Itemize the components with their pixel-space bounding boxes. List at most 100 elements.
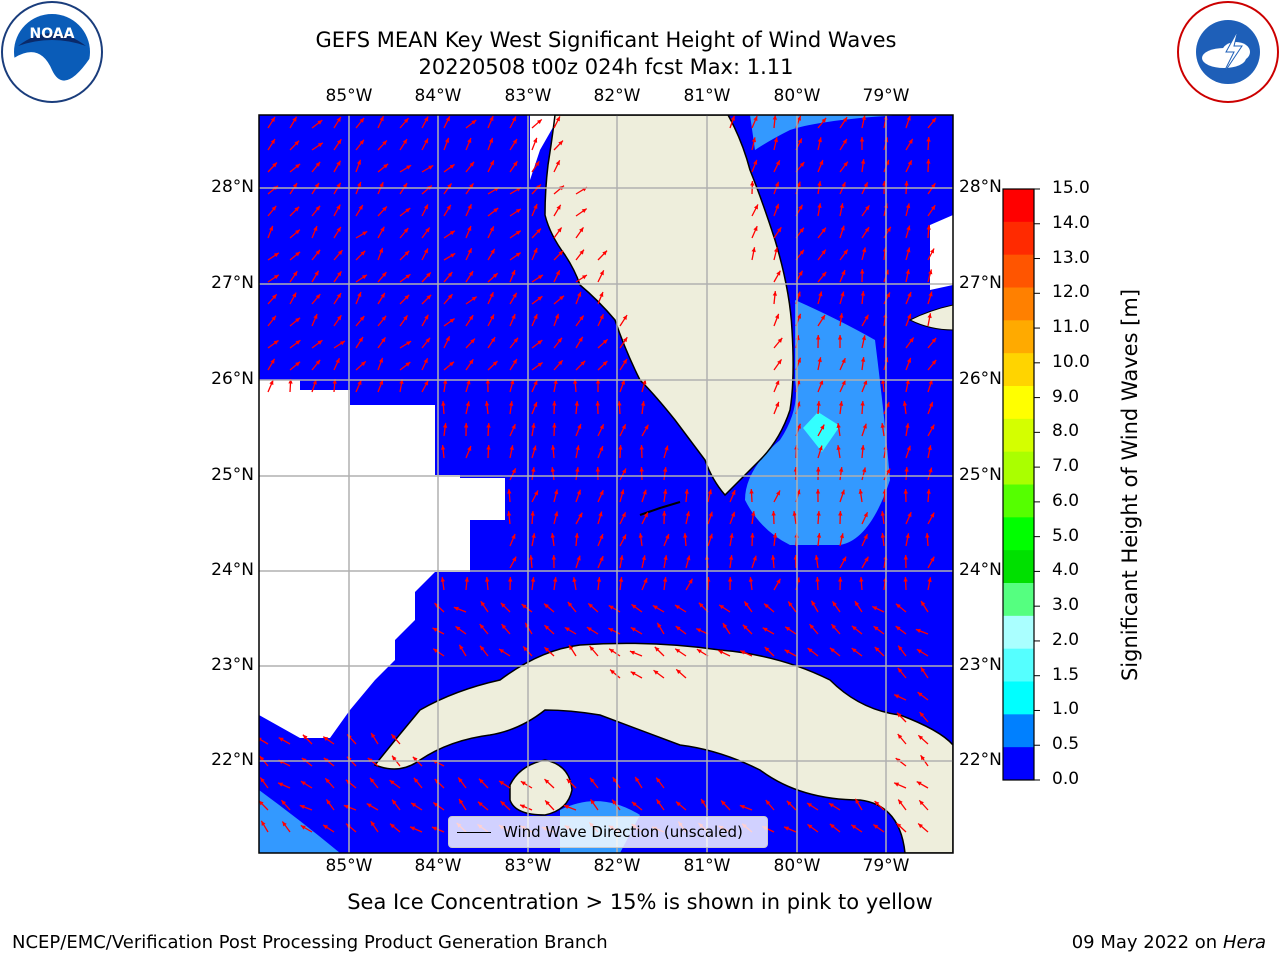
lat-tick-label: 27°N xyxy=(959,273,1002,293)
wave-arrow xyxy=(927,248,935,261)
wave-arrow xyxy=(619,314,628,327)
wave-arrow xyxy=(904,466,909,481)
wave-arrow xyxy=(920,666,929,679)
wave-arrow xyxy=(530,510,535,525)
wave-arrow xyxy=(641,489,647,503)
wave-arrow xyxy=(595,466,601,481)
wave-arrow xyxy=(453,606,467,613)
wave-arrow xyxy=(916,780,929,789)
wave-arrow xyxy=(575,315,585,327)
wave-arrow xyxy=(440,445,446,459)
wave-arrow xyxy=(816,533,822,547)
wave-arrow xyxy=(896,822,907,833)
wave-arrow xyxy=(531,137,538,151)
wave-arrow xyxy=(839,116,848,129)
wave-arrow xyxy=(917,691,929,701)
wave-arrow xyxy=(322,736,335,745)
wave-arrow xyxy=(509,358,518,371)
wave-arrow xyxy=(829,823,841,833)
wave-arrow xyxy=(355,274,368,283)
wave-arrow xyxy=(595,378,601,393)
chart-title: GEFS MEAN Key West Significant Height of… xyxy=(315,28,897,52)
wave-arrow xyxy=(727,576,733,591)
wave-arrow xyxy=(838,467,844,481)
wave-arrow xyxy=(817,227,827,239)
wave-arrow xyxy=(861,556,869,569)
wave-arrow xyxy=(457,777,467,789)
wave-arrow xyxy=(883,226,892,239)
wave-arrow xyxy=(311,161,321,173)
lat-tick-label: 22°N xyxy=(211,750,254,770)
wave-arrow xyxy=(589,777,599,789)
lat-tick-label: 23°N xyxy=(211,655,254,675)
wave-arrow xyxy=(652,604,665,613)
wave-arrow xyxy=(443,379,448,393)
wave-arrow xyxy=(684,488,689,503)
wave-arrow xyxy=(836,445,841,459)
wave-arrow xyxy=(553,337,563,349)
wave-arrow xyxy=(421,227,431,239)
wave-arrow xyxy=(299,804,313,811)
wave-arrow xyxy=(421,116,429,129)
wave-arrow xyxy=(641,577,648,591)
lon-tick-label: 79°W xyxy=(862,86,910,106)
wave-arrow xyxy=(289,270,298,283)
wave-arrow xyxy=(553,313,560,327)
wave-arrow xyxy=(751,159,758,173)
wave-arrow xyxy=(854,798,863,811)
colorbar-segment xyxy=(1003,583,1034,617)
wave-arrow xyxy=(575,423,582,437)
wave-arrow xyxy=(531,295,543,305)
wave-arrow xyxy=(563,804,577,811)
wave-arrow xyxy=(707,489,713,503)
wave-arrow xyxy=(311,119,323,129)
colorbar-frame xyxy=(1002,188,1035,781)
wave-arrow xyxy=(916,648,929,657)
wave-arrow xyxy=(531,533,536,547)
wave-arrow xyxy=(839,533,844,547)
wave-arrow xyxy=(551,554,557,569)
wave-arrow xyxy=(638,533,644,547)
wave-arrow xyxy=(675,801,687,811)
wave-arrow xyxy=(552,422,557,437)
colorbar-segment xyxy=(1003,451,1034,485)
wave-arrow xyxy=(506,511,512,525)
wave-arrow xyxy=(631,603,643,613)
wave-arrow xyxy=(675,668,687,679)
wave-arrow xyxy=(696,648,709,657)
wave-arrow xyxy=(322,824,335,833)
wave-arrow xyxy=(631,801,643,811)
wave-arrow xyxy=(465,445,472,459)
wave-arrow xyxy=(595,400,600,415)
footer-date: 09 May 2022 on Hera xyxy=(1072,932,1266,953)
wave-arrow xyxy=(831,623,841,635)
wave-arrow xyxy=(465,270,474,283)
wave-arrow xyxy=(927,424,935,437)
wave-arrow xyxy=(311,359,321,371)
wave-arrow xyxy=(751,511,756,525)
wave-arrow xyxy=(817,424,825,437)
wave-arrow xyxy=(543,646,555,657)
wave-arrow xyxy=(773,313,780,327)
wave-arrow xyxy=(828,802,841,811)
wave-arrow xyxy=(619,468,627,481)
wave-arrow xyxy=(575,291,582,305)
wave-arrow xyxy=(567,601,577,613)
wave-arrow xyxy=(508,576,513,591)
wave-arrow xyxy=(611,799,621,811)
lon-tick-label: 84°W xyxy=(414,86,462,106)
wave-arrow xyxy=(608,627,621,635)
wave-arrow xyxy=(927,117,937,129)
wave-arrow xyxy=(531,379,538,393)
wave-arrow xyxy=(654,646,665,657)
wave-arrow xyxy=(634,776,643,789)
wave-arrow xyxy=(575,208,588,217)
wave-arrow xyxy=(817,445,823,459)
wave-arrow xyxy=(773,401,780,415)
wave-arrow xyxy=(399,227,409,239)
wave-arrow xyxy=(465,296,478,305)
wave-arrow xyxy=(377,271,387,283)
wave-arrow xyxy=(674,648,687,657)
lat-tick-label: 26°N xyxy=(211,369,254,389)
wave-arrow xyxy=(861,335,866,349)
